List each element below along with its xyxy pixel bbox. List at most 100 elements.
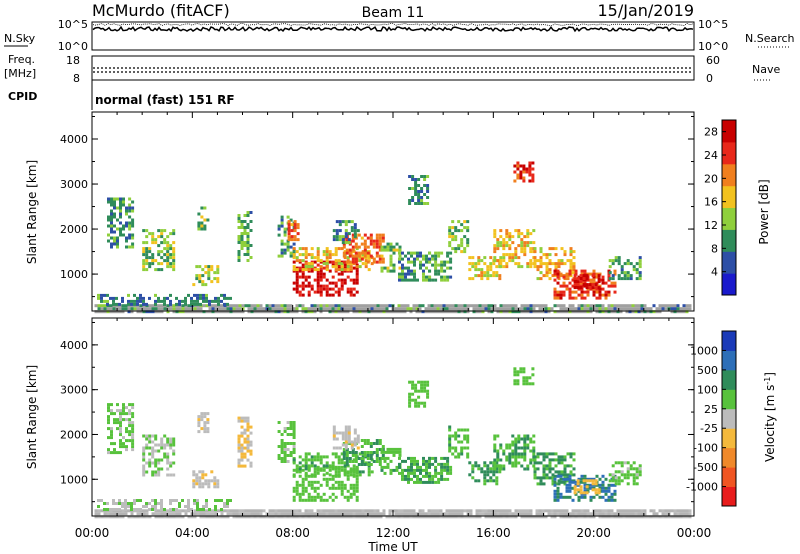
heatmap-cell	[454, 509, 458, 513]
heatmap-cell	[226, 509, 230, 513]
heatmap-cell	[434, 269, 438, 273]
heatmap-cell	[604, 281, 608, 285]
heatmap-cell	[529, 509, 533, 513]
heatmap-cell	[548, 262, 552, 266]
heatmap-cell	[360, 451, 364, 454]
heatmap-cell	[118, 302, 121, 306]
heatmap-cell	[505, 512, 509, 516]
heatmap-cell	[349, 509, 353, 513]
heatmap-cell	[119, 445, 122, 449]
heatmap-cell	[551, 482, 555, 486]
heatmap-cell	[436, 304, 440, 308]
heatmap-cell	[229, 310, 233, 314]
heatmap-cell	[304, 455, 308, 459]
heatmap-cell	[116, 451, 119, 455]
heatmap-cell	[542, 476, 546, 480]
heatmap-cell	[125, 412, 128, 416]
heatmap-cell	[298, 495, 302, 499]
heatmap-cell	[536, 476, 540, 480]
heatmap-cell	[379, 307, 383, 311]
heatmap-cell	[178, 512, 182, 516]
heatmap-cell	[529, 262, 533, 266]
heatmap-cell	[415, 307, 419, 311]
heatmap-cell	[347, 238, 351, 242]
heatmap-cell	[446, 471, 450, 475]
heatmap-cell	[610, 498, 614, 502]
heatmap-cell	[676, 307, 680, 311]
heatmap-cell	[607, 515, 611, 519]
heatmap-cell	[378, 236, 382, 240]
heatmap-cell	[586, 515, 590, 519]
heatmap-cell	[97, 512, 101, 516]
heatmap-cell	[533, 250, 537, 254]
heatmap-cell	[125, 206, 128, 210]
heatmap-cell	[445, 307, 449, 311]
heatmap-cell	[685, 307, 689, 311]
heatmap-cell	[611, 476, 615, 480]
heatmap-cell	[298, 304, 302, 308]
heatmap-cell	[325, 265, 329, 269]
heatmap-cell	[586, 307, 590, 311]
heatmap-cell	[554, 458, 558, 462]
heatmap-cell	[175, 307, 179, 311]
heatmap-cell	[398, 465, 401, 469]
heatmap-cell	[316, 515, 320, 519]
heatmap-cell	[148, 232, 152, 236]
heatmap-cell	[446, 278, 450, 282]
heatmap-cell	[331, 260, 335, 264]
heatmap-cell	[431, 477, 435, 481]
heatmap-cell	[389, 471, 393, 475]
heatmap-cell	[113, 197, 116, 201]
heatmap-cell	[425, 278, 428, 282]
heatmap-cell	[346, 265, 350, 269]
heatmap-cell	[289, 254, 293, 258]
heatmap-cell	[385, 304, 389, 308]
freq-panel: Freq. [MHz] 18 8 60 0 Nave	[4, 53, 780, 85]
colorbar-tick-label: 12	[704, 219, 718, 232]
heatmap-cell	[352, 307, 356, 311]
heatmap-cell	[531, 167, 535, 171]
heatmap-cell	[413, 269, 416, 273]
heatmap-cell	[580, 293, 584, 297]
heatmap-cell	[237, 217, 241, 220]
heatmap-cell	[307, 307, 311, 311]
heatmap-cell	[313, 256, 317, 260]
heatmap-cell	[241, 310, 245, 314]
heatmap-cell	[350, 446, 354, 450]
heatmap-cell	[511, 455, 515, 459]
heatmap-cell	[337, 259, 341, 263]
heatmap-cell	[539, 250, 543, 254]
heatmap-cell	[608, 277, 612, 281]
heatmap-cell	[335, 437, 339, 441]
heatmap-cell	[157, 262, 161, 266]
heatmap-cell	[442, 304, 446, 308]
heatmap-cell	[286, 454, 290, 457]
heatmap-cell	[145, 253, 149, 257]
heatmap-cell	[472, 310, 476, 314]
heatmap-cell	[337, 509, 341, 513]
heatmap-cell	[355, 495, 359, 499]
heatmap-cell	[268, 307, 272, 311]
heatmap-cell	[237, 256, 241, 259]
heatmap-cell	[386, 269, 390, 273]
heatmap-cell	[280, 224, 284, 228]
heatmap-cell	[511, 440, 515, 444]
heatmap-cell	[298, 290, 302, 294]
heatmap-cell	[361, 509, 365, 513]
heatmap-cell	[355, 515, 359, 519]
heatmap-cell	[531, 373, 535, 377]
heatmap-cell	[562, 509, 566, 513]
heatmap-cell	[106, 508, 109, 511]
heatmap-cell	[113, 451, 116, 455]
heatmap-cell	[489, 467, 493, 471]
heatmap-cell	[410, 272, 413, 276]
heatmap-cell	[350, 229, 354, 233]
heatmap-cell	[463, 250, 467, 254]
heatmap-cell	[614, 476, 618, 480]
heatmap-cell	[358, 473, 362, 477]
heatmap-cell	[414, 181, 418, 184]
heatmap-cell	[122, 403, 125, 407]
heatmap-cell	[358, 304, 362, 308]
heatmap-cell	[634, 310, 638, 314]
heatmap-cell	[151, 461, 155, 465]
